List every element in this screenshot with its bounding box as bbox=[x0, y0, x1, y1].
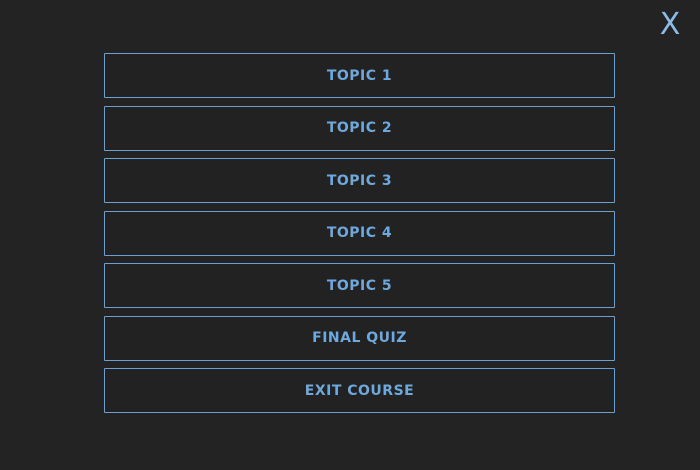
close-button[interactable]: X bbox=[659, 7, 681, 42]
topic-4-label: TOPIC 4 bbox=[326, 225, 393, 241]
topic-5-label: TOPIC 5 bbox=[326, 277, 393, 294]
final-quiz-button[interactable]: FINAL QUIZ bbox=[104, 315, 615, 361]
topic-5-button[interactable]: TOPIC 5 bbox=[104, 263, 615, 308]
topic-3-button[interactable]: TOPIC 3 bbox=[104, 158, 615, 203]
exit-course-button[interactable]: EXIT COURSE bbox=[104, 368, 615, 413]
topic-1-label: TOPIC 1 bbox=[326, 67, 393, 84]
topic-3-label: TOPIC 3 bbox=[326, 172, 393, 189]
topic-2-label: TOPIC 2 bbox=[326, 120, 393, 136]
exit-course-label: EXIT COURSE bbox=[304, 382, 415, 399]
course-menu: TOPIC 1 TOPIC 2 TOPIC 3 TOPIC 4 TOPIC 5 … bbox=[104, 53, 615, 413]
topic-4-button[interactable]: TOPIC 4 bbox=[104, 210, 615, 256]
topic-1-button[interactable]: TOPIC 1 bbox=[104, 53, 615, 98]
final-quiz-label: FINAL QUIZ bbox=[312, 330, 407, 346]
topic-2-button[interactable]: TOPIC 2 bbox=[104, 105, 615, 151]
